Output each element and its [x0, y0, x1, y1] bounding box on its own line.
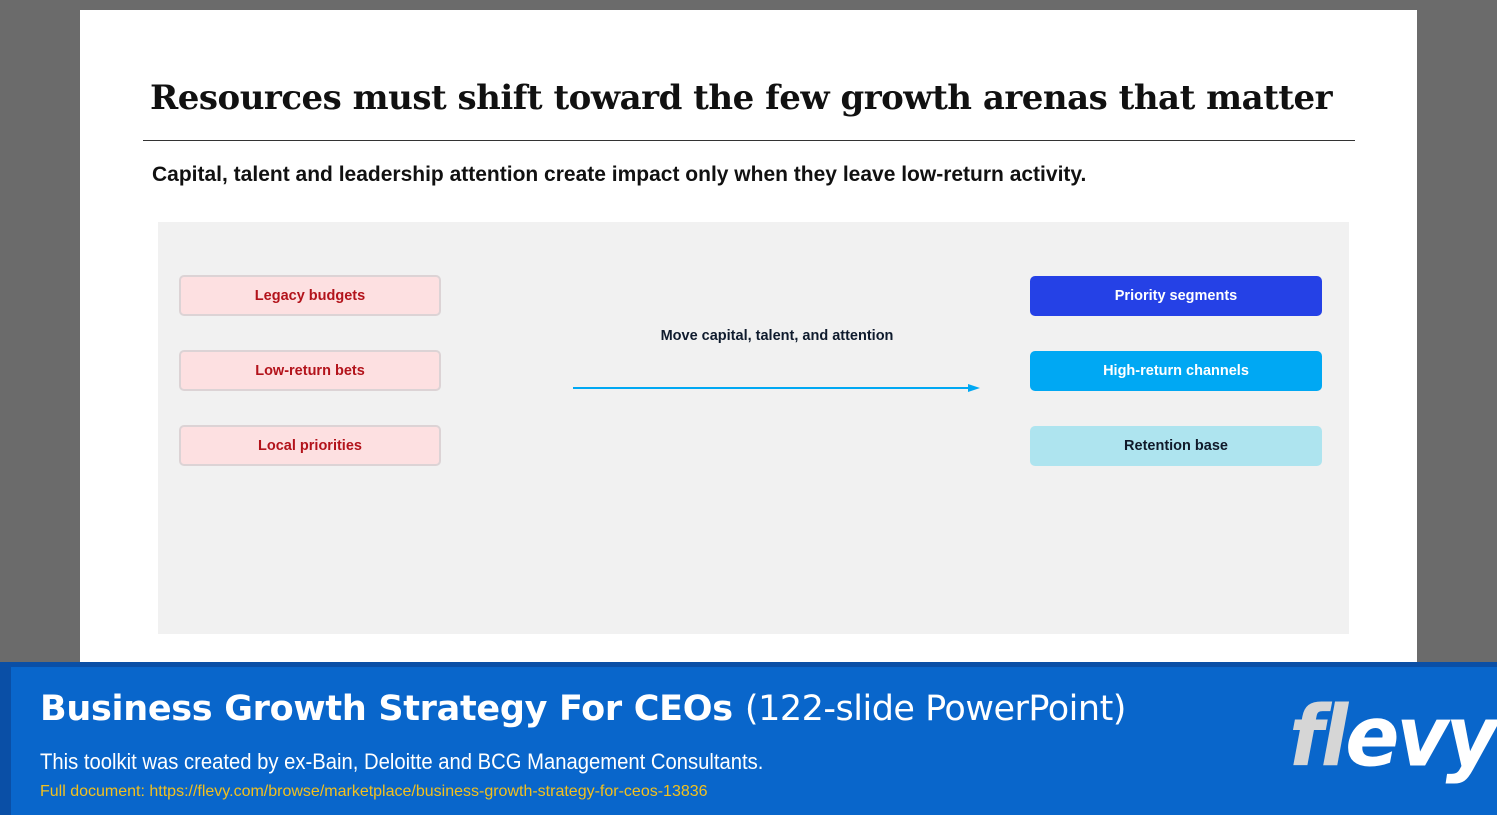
full-document-link[interactable]: Full document: https://flevy.com/browse/… [40, 783, 708, 800]
title-divider [143, 140, 1355, 141]
logo-part-1: fl [1289, 687, 1348, 786]
flevy-logo[interactable]: flevy [1289, 694, 1497, 779]
source-box-local-priorities: Local priorities [179, 425, 441, 466]
destination-box-retention-base: Retention base [1030, 426, 1322, 466]
source-box-low-return-bets: Low-return bets [179, 350, 441, 391]
promo-banner-panel: Business Growth Strategy For CEOs (122-s… [11, 667, 1497, 815]
slide: Resources must shift toward the few grow… [80, 10, 1417, 662]
promo-banner: Business Growth Strategy For CEOs (122-s… [0, 662, 1497, 815]
resource-shift-diagram: Legacy budgets Low-return bets Local pri… [158, 222, 1349, 634]
destination-box-high-return-channels: High-return channels [1030, 351, 1322, 391]
banner-title: Business Growth Strategy For CEOs (122-s… [40, 689, 1126, 729]
destination-box-priority-segments: Priority segments [1030, 276, 1322, 316]
slide-subtitle: Capital, talent and leadership attention… [152, 163, 1087, 186]
shift-arrow-icon [573, 384, 980, 392]
source-box-legacy-budgets: Legacy budgets [179, 275, 441, 316]
banner-title-sub: (122-slide PowerPoint) [744, 689, 1127, 729]
banner-title-main: Business Growth Strategy For CEOs [40, 689, 733, 729]
arrow-label: Move capital, talent, and attention [660, 328, 894, 344]
slide-title: Resources must shift toward the few grow… [150, 78, 1333, 118]
banner-description: This toolkit was created by ex-Bain, Del… [40, 749, 764, 774]
logo-part-2: evy [1345, 687, 1497, 786]
